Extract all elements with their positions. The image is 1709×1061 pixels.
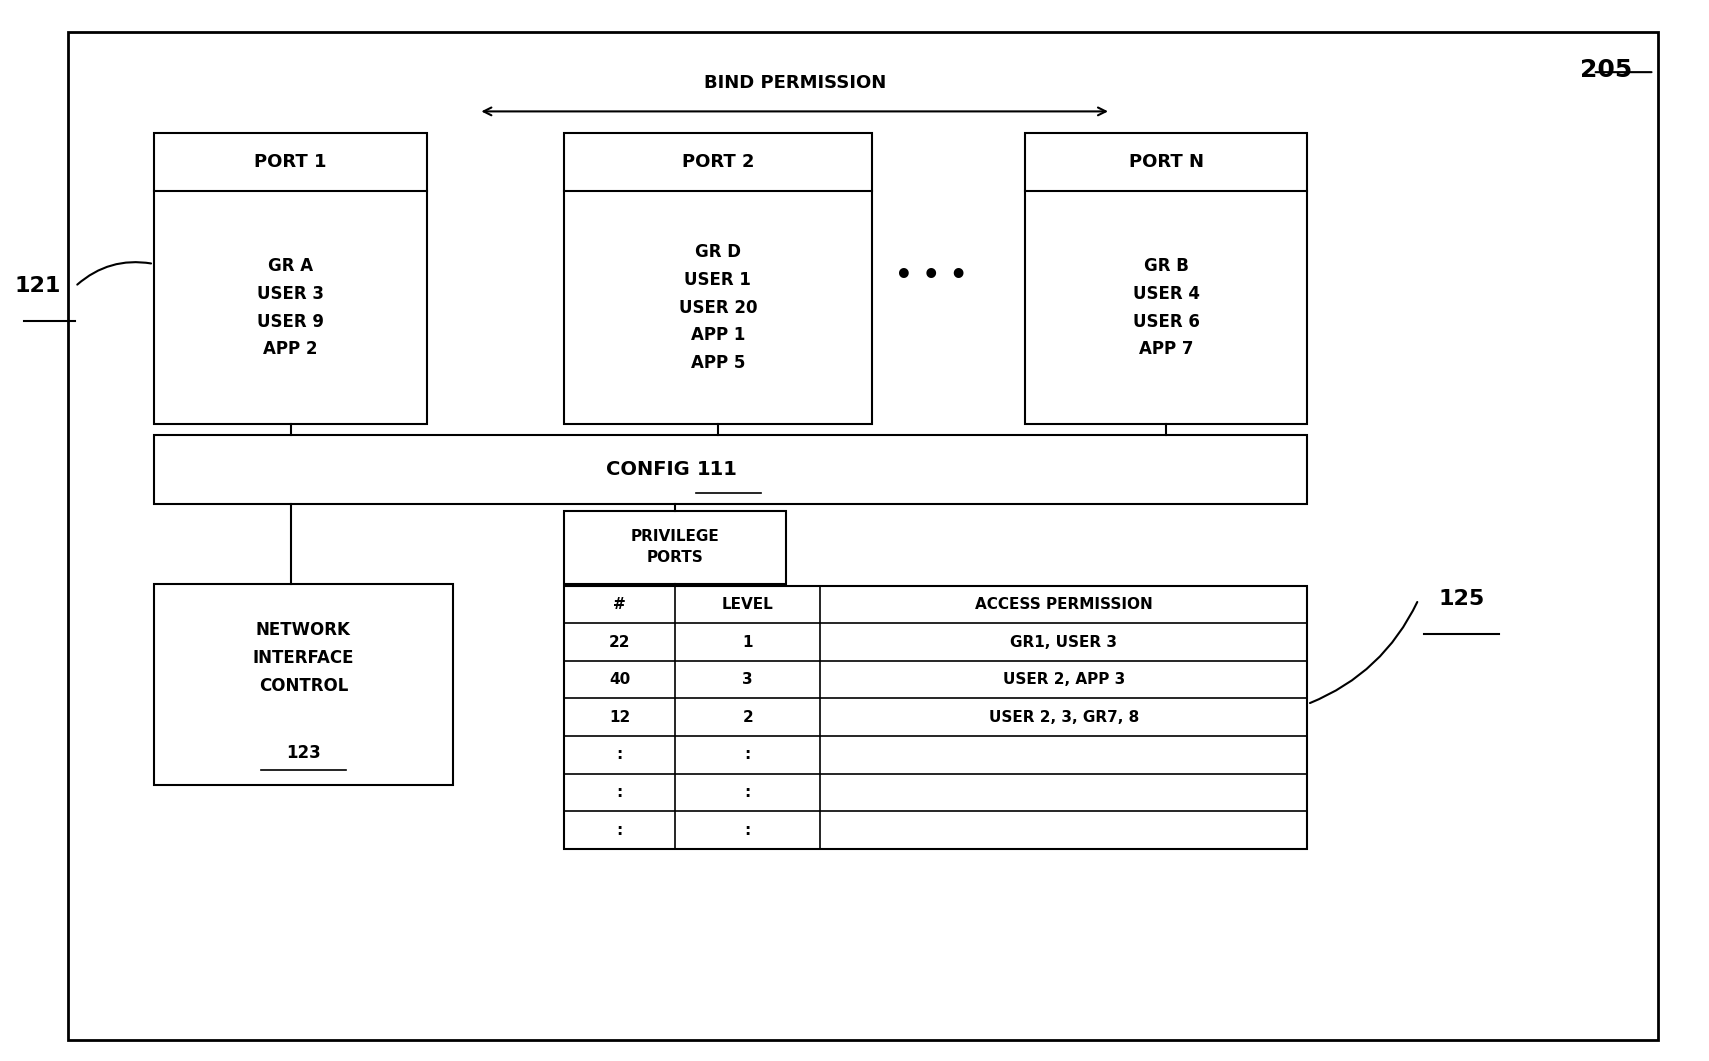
FancyArrowPatch shape: [77, 262, 150, 284]
Text: GR A
USER 3
USER 9
APP 2: GR A USER 3 USER 9 APP 2: [256, 257, 325, 359]
Text: :: :: [745, 785, 750, 800]
FancyArrowPatch shape: [1311, 602, 1417, 703]
FancyBboxPatch shape: [154, 584, 453, 785]
Text: PORT 1: PORT 1: [255, 153, 326, 171]
Text: GR D
USER 1
USER 20
APP 1
APP 5: GR D USER 1 USER 20 APP 1 APP 5: [678, 243, 757, 372]
Text: 12: 12: [608, 710, 631, 725]
FancyBboxPatch shape: [564, 133, 872, 424]
Text: PRIVILEGE
PORTS: PRIVILEGE PORTS: [631, 529, 719, 566]
Text: BIND PERMISSION: BIND PERMISSION: [704, 74, 885, 92]
Text: :: :: [617, 785, 622, 800]
Text: USER 2, 3, GR7, 8: USER 2, 3, GR7, 8: [990, 710, 1138, 725]
Text: USER 2, APP 3: USER 2, APP 3: [1003, 673, 1125, 688]
Text: 1: 1: [742, 634, 754, 649]
FancyBboxPatch shape: [154, 435, 1307, 504]
Text: 121: 121: [14, 277, 62, 296]
Text: :: :: [745, 822, 750, 837]
Text: NETWORK
INTERFACE
CONTROL: NETWORK INTERFACE CONTROL: [253, 621, 354, 695]
Text: 22: 22: [608, 634, 631, 649]
Text: ACCESS PERMISSION: ACCESS PERMISSION: [974, 597, 1154, 612]
Text: 125: 125: [1437, 590, 1485, 609]
Text: CONFIG: CONFIG: [607, 460, 697, 479]
Text: PORT N: PORT N: [1130, 153, 1203, 171]
Text: GR1, USER 3: GR1, USER 3: [1010, 634, 1118, 649]
FancyBboxPatch shape: [564, 586, 1307, 849]
Text: 205: 205: [1579, 58, 1632, 83]
FancyBboxPatch shape: [154, 133, 427, 424]
FancyBboxPatch shape: [564, 511, 786, 584]
Text: #: #: [614, 597, 625, 612]
Text: 2: 2: [742, 710, 754, 725]
Text: 123: 123: [285, 744, 321, 762]
FancyBboxPatch shape: [1025, 133, 1307, 424]
Text: 111: 111: [697, 460, 737, 479]
FancyBboxPatch shape: [68, 32, 1658, 1040]
Text: 40: 40: [608, 673, 631, 688]
Text: LEVEL: LEVEL: [721, 597, 774, 612]
Text: • • •: • • •: [896, 262, 967, 290]
Text: :: :: [617, 822, 622, 837]
Text: 3: 3: [742, 673, 754, 688]
Text: PORT 2: PORT 2: [682, 153, 754, 171]
Text: :: :: [745, 747, 750, 762]
Text: :: :: [617, 747, 622, 762]
Text: GR B
USER 4
USER 6
APP 7: GR B USER 4 USER 6 APP 7: [1133, 257, 1200, 359]
